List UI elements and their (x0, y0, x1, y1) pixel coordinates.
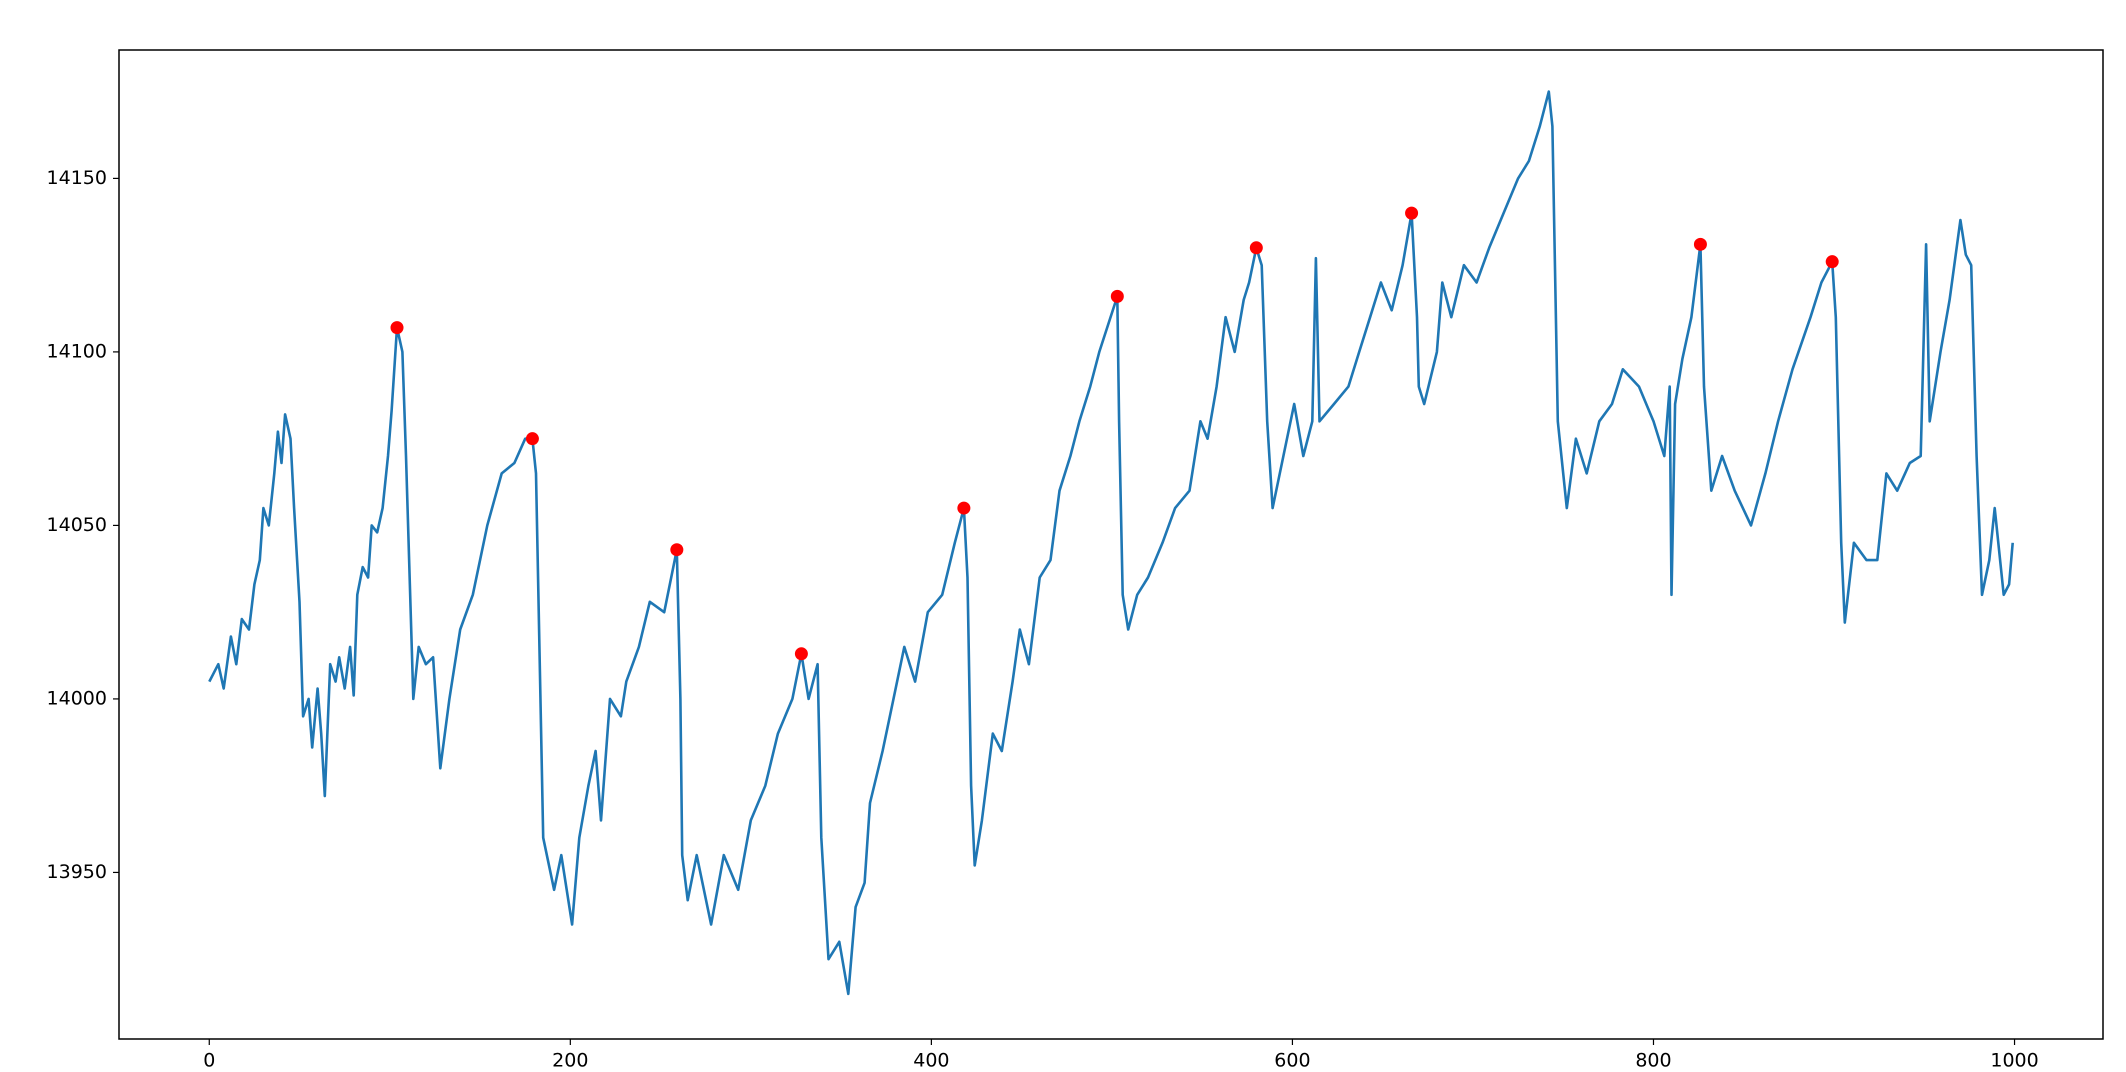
y-tick-label: 14000 (47, 687, 107, 709)
y-tick-label: 14150 (47, 167, 107, 189)
peak-marker (670, 543, 684, 557)
x-tick-label: 200 (552, 1050, 588, 1072)
y-tick-label: 14100 (47, 340, 107, 362)
line-series (208, 90, 2014, 996)
x-tick-label: 800 (1635, 1050, 1671, 1072)
peak-marker (794, 647, 808, 661)
x-tick-label: 400 (913, 1050, 949, 1072)
x-tick-label: 600 (1274, 1050, 1310, 1072)
y-tick-label: 13950 (47, 861, 107, 883)
x-tick-label: 1000 (1990, 1050, 2038, 1072)
peak-marker (1405, 206, 1419, 220)
peak-marker (1693, 237, 1707, 251)
peak-marker (525, 432, 539, 446)
peak-marker (390, 321, 404, 335)
peak-marker (1110, 289, 1124, 303)
plot-frame (118, 49, 2104, 1040)
y-tick-label: 14050 (47, 514, 107, 536)
peak-marker (957, 501, 971, 515)
x-tick-label: 0 (203, 1050, 215, 1072)
peak-marker (1825, 255, 1839, 269)
peak-marker (1249, 241, 1263, 255)
